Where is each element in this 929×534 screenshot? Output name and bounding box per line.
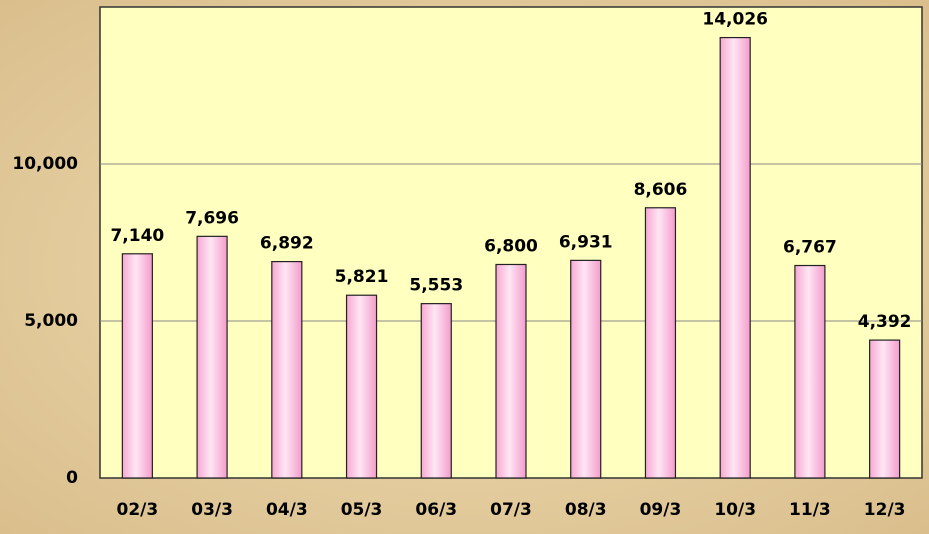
y-tick-label: 5,000 bbox=[24, 311, 78, 331]
bar bbox=[345, 294, 378, 479]
bar bbox=[869, 339, 901, 479]
bar bbox=[420, 303, 452, 479]
value-label: 4,392 bbox=[858, 312, 912, 332]
bar bbox=[644, 207, 677, 479]
x-tick-label: 02/3 bbox=[117, 500, 159, 520]
x-tick-label: 07/3 bbox=[490, 500, 532, 520]
value-label: 6,892 bbox=[260, 234, 314, 254]
value-label: 6,767 bbox=[783, 238, 837, 258]
x-tick-label: 08/3 bbox=[565, 500, 607, 520]
x-tick-label: 03/3 bbox=[191, 500, 233, 520]
x-tick-label: 10/3 bbox=[714, 500, 756, 520]
x-tick-label: 04/3 bbox=[266, 500, 308, 520]
value-label: 7,696 bbox=[185, 208, 239, 228]
y-tick-label: 10,000 bbox=[12, 154, 78, 174]
x-tick-label: 11/3 bbox=[789, 500, 831, 520]
value-label: 5,821 bbox=[335, 267, 389, 287]
y-tick-label: 0 bbox=[66, 468, 78, 488]
bar bbox=[495, 263, 527, 479]
value-label: 8,606 bbox=[634, 180, 688, 200]
bar bbox=[719, 36, 751, 479]
bar bbox=[121, 253, 153, 479]
value-label: 6,931 bbox=[559, 232, 613, 252]
value-label: 14,026 bbox=[702, 10, 768, 30]
x-tick-label: 06/3 bbox=[415, 500, 457, 520]
value-label: 5,553 bbox=[409, 276, 463, 296]
x-tick-label: 09/3 bbox=[640, 500, 682, 520]
bar bbox=[196, 235, 228, 479]
x-tick-label: 05/3 bbox=[341, 500, 383, 520]
bar bbox=[570, 259, 602, 479]
bar bbox=[794, 264, 826, 479]
value-label: 6,800 bbox=[484, 236, 538, 256]
value-label: 7,140 bbox=[110, 226, 164, 246]
x-tick-label: 12/3 bbox=[864, 500, 906, 520]
bar bbox=[271, 260, 303, 479]
